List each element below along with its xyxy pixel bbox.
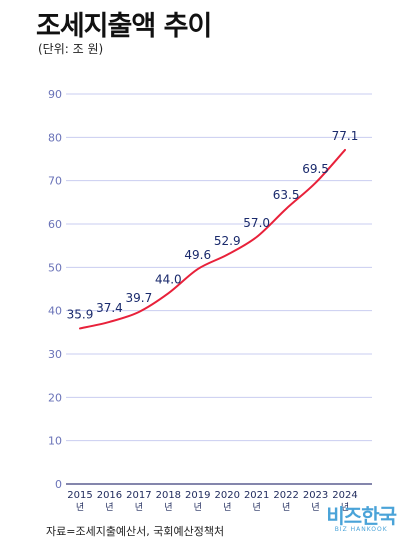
x-tick-suffix: 년 [223, 502, 231, 513]
data-label: 52.9 [214, 234, 241, 248]
y-tick-label: 30 [48, 348, 62, 361]
x-tick-label: 2024 [332, 490, 357, 501]
y-tick-label: 90 [48, 88, 62, 101]
brand-logo: 비즈한국 BIZ HANKOOK [326, 504, 397, 534]
data-label: 37.4 [96, 301, 123, 315]
data-label: 69.5 [302, 162, 329, 176]
x-tick-label: 2016 [97, 490, 122, 501]
y-tick-label: 50 [48, 261, 62, 274]
logo-subtext: BIZ HANKOOK [334, 526, 388, 533]
y-tick-label: 40 [48, 305, 62, 318]
y-tick-label: 70 [48, 175, 62, 188]
x-tick-suffix: 년 [311, 502, 319, 513]
x-tick-label: 2015 [67, 490, 92, 501]
source-note: 자료=조세지출예산서, 국회예산정책처 [46, 525, 225, 538]
series-line [79, 148, 346, 330]
x-tick-label: 2022 [273, 490, 298, 501]
x-tick-label: 2019 [185, 490, 210, 501]
x-tick-suffix: 년 [282, 502, 290, 513]
x-tick-label: 2023 [303, 490, 328, 501]
data-label: 35.9 [67, 307, 94, 321]
y-tick-label: 20 [48, 391, 62, 404]
data-label: 39.7 [126, 291, 153, 305]
x-tick-suffix: 년 [76, 502, 84, 513]
x-tick-suffix: 년 [194, 502, 202, 513]
logo-text: 비즈한국 [326, 504, 397, 528]
x-tick-suffix: 년 [253, 502, 261, 513]
x-tick-suffix: 년 [164, 502, 172, 513]
y-tick-label: 80 [48, 131, 62, 144]
y-tick-label: 0 [55, 478, 62, 491]
y-tick-label: 10 [48, 435, 62, 448]
x-tick-label: 2017 [126, 490, 151, 501]
data-label: 77.1 [332, 129, 359, 143]
x-tick-label: 2018 [156, 490, 181, 501]
data-label: 49.6 [184, 248, 211, 262]
data-label: 44.0 [155, 272, 182, 286]
chart-title: 조세지출액 추이 [36, 11, 212, 42]
x-tick-suffix: 년 [105, 502, 113, 513]
data-label: 63.5 [273, 188, 300, 202]
unit-label: (단위: 조 원) [38, 42, 104, 56]
data-label: 57.0 [243, 216, 270, 230]
x-tick-suffix: 년 [135, 502, 143, 513]
y-tick-label: 60 [48, 218, 62, 231]
x-tick-suffix: 년 [341, 502, 349, 513]
x-tick-label: 2020 [214, 490, 239, 501]
x-tick-label: 2021 [244, 490, 269, 501]
